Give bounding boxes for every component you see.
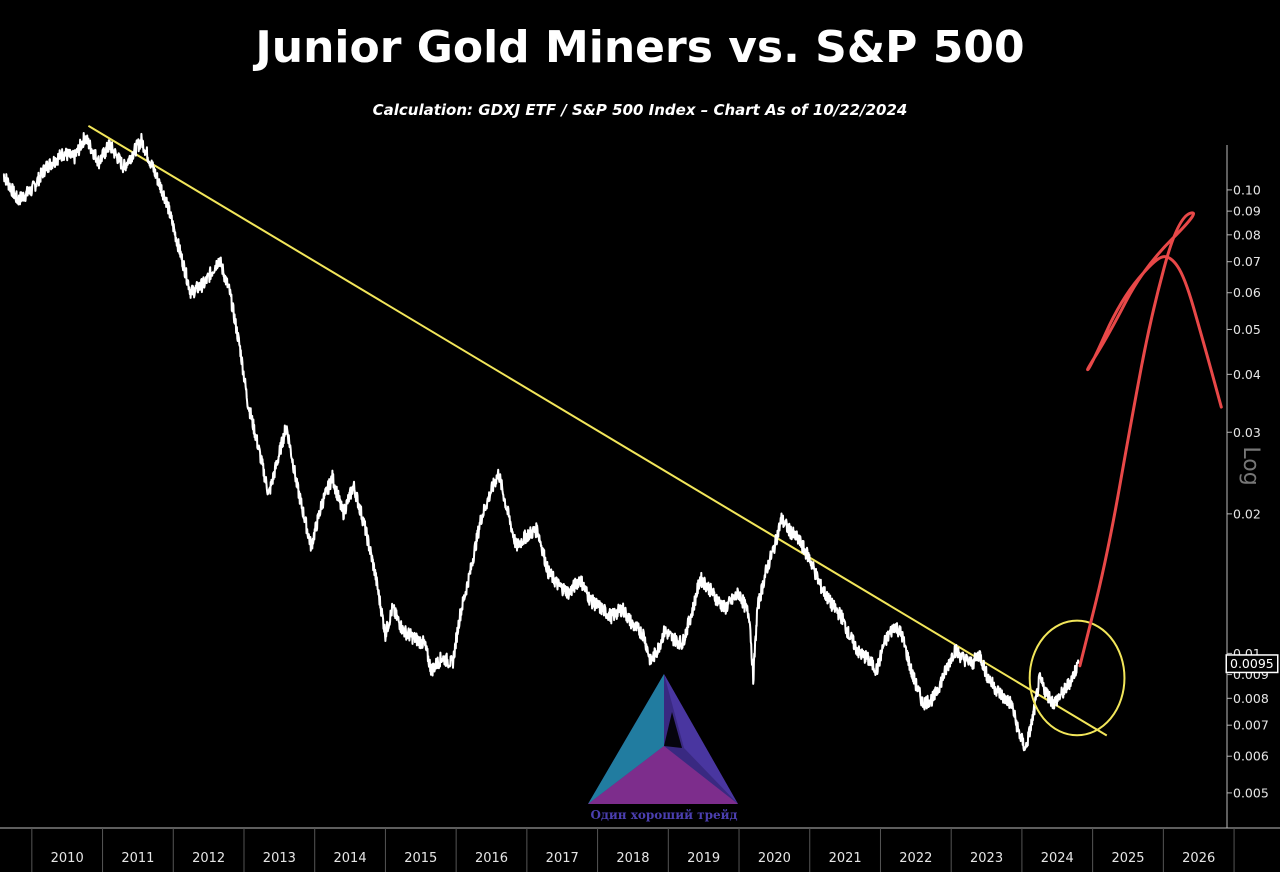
label-layer: 0.0095 bbox=[1225, 654, 1279, 674]
y-tick-label: 0.008 bbox=[1233, 691, 1269, 706]
x-tick-label: 2016 bbox=[475, 851, 508, 866]
y-scale-label: Log bbox=[1238, 446, 1263, 485]
x-tick-label: 2026 bbox=[1182, 851, 1215, 866]
y-tick-label: 0.07 bbox=[1233, 254, 1261, 269]
last-value-box-inner bbox=[1227, 655, 1277, 672]
y-tick-label: 0.006 bbox=[1233, 749, 1269, 764]
breakout-circle bbox=[1028, 619, 1126, 737]
watermark-caption: Один хороший трейд bbox=[590, 808, 737, 822]
y-axis: 0.100.090.080.070.060.050.040.030.020.01… bbox=[1227, 182, 1269, 800]
x-tick-label: 2014 bbox=[334, 851, 367, 866]
y-tick-label: 0.06 bbox=[1233, 285, 1261, 300]
y-tick-label: 0.005 bbox=[1233, 785, 1269, 800]
series-line-gdxj-spx bbox=[2, 132, 1080, 752]
chart-subtitle: Calculation: GDXJ ETF / S&P 500 Index – … bbox=[372, 101, 908, 119]
trendline-layer bbox=[87, 124, 1108, 737]
y-tick-label: 0.09 bbox=[1233, 204, 1261, 219]
x-tick-label: 2024 bbox=[1041, 851, 1074, 866]
y-tick-label: 0.03 bbox=[1233, 425, 1261, 440]
watermark-logo: Один хороший трейд bbox=[588, 674, 738, 822]
series-layer bbox=[2, 132, 1080, 752]
y-tick-label: 0.08 bbox=[1233, 227, 1261, 242]
y-tick-label: 0.02 bbox=[1233, 506, 1261, 521]
x-tick-label: 2019 bbox=[687, 851, 720, 866]
chart-title: Junior Gold Miners vs. S&P 500 bbox=[255, 22, 1025, 73]
x-tick-label: 2017 bbox=[546, 851, 579, 866]
y-tick-label: 0.05 bbox=[1233, 322, 1261, 337]
resistance-trendline bbox=[87, 124, 1108, 737]
axis-frame bbox=[0, 145, 1280, 829]
x-tick-label: 2020 bbox=[758, 851, 791, 866]
x-tick-label: 2018 bbox=[616, 851, 649, 866]
x-tick-label: 2022 bbox=[899, 851, 932, 866]
x-tick-label: 2015 bbox=[404, 851, 437, 866]
annotation-layer bbox=[1028, 211, 1223, 737]
x-tick-label: 2021 bbox=[829, 851, 862, 866]
y-tick-label: 0.10 bbox=[1233, 182, 1261, 197]
x-tick-label: 2023 bbox=[970, 851, 1003, 866]
x-tick-label: 2012 bbox=[192, 851, 225, 866]
x-axis: 2010 2011 2012 2013 2014 2015 2016 2017 2018 2019… bbox=[31, 828, 1235, 872]
x-tick-label: 2010 bbox=[51, 851, 84, 866]
last-value-label: 0.0095 bbox=[1230, 656, 1274, 671]
y-tick-label: 0.04 bbox=[1233, 367, 1261, 382]
x-tick-label: 2025 bbox=[1111, 851, 1144, 866]
projection-arrow bbox=[1078, 211, 1223, 668]
x-tick-label: 2013 bbox=[263, 851, 296, 866]
y-tick-label: 0.007 bbox=[1233, 718, 1269, 733]
x-tick-label: 2011 bbox=[121, 851, 154, 866]
